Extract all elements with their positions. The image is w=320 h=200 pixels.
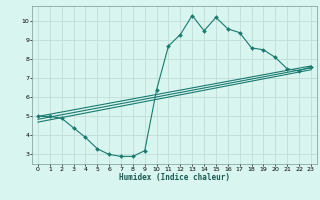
X-axis label: Humidex (Indice chaleur): Humidex (Indice chaleur) xyxy=(119,173,230,182)
